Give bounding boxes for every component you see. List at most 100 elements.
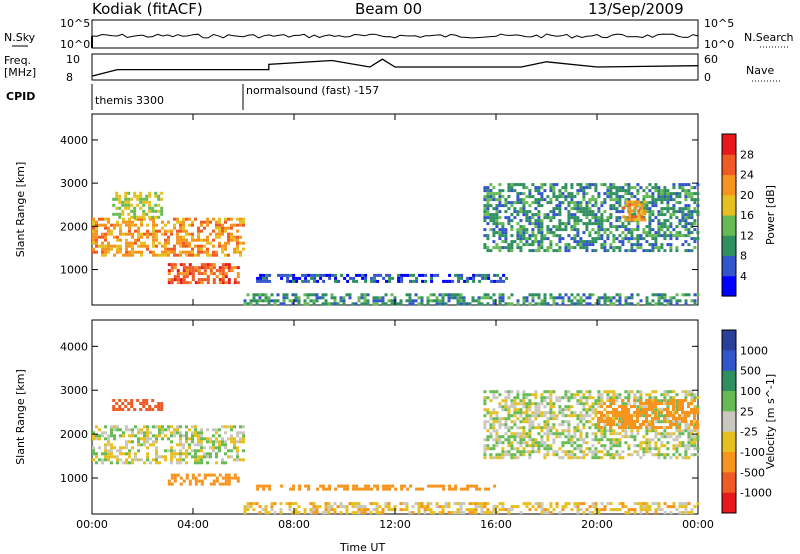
data-cell	[648, 222, 652, 226]
data-cell	[612, 444, 616, 448]
data-cell	[115, 408, 119, 411]
data-cell	[315, 296, 319, 300]
data-cell	[227, 425, 230, 429]
data-cell	[642, 411, 645, 414]
data-cell	[125, 232, 128, 236]
data-cell	[597, 456, 601, 460]
data-cell	[167, 229, 170, 233]
data-cell	[582, 195, 586, 199]
data-cell	[128, 250, 131, 254]
data-cell	[585, 225, 589, 229]
data-cell	[157, 194, 161, 198]
data-cell	[567, 210, 571, 214]
data-cell	[131, 220, 134, 224]
data-cell	[375, 296, 379, 300]
data-cell	[110, 446, 113, 450]
data-cell	[684, 508, 688, 512]
data-cell	[627, 511, 631, 515]
data-cell	[134, 217, 137, 221]
data-cell	[95, 455, 98, 459]
data-cell	[212, 266, 216, 270]
data-cell	[507, 411, 511, 415]
data-cell	[633, 450, 637, 454]
data-cell	[624, 249, 628, 253]
data-cell	[104, 452, 107, 456]
data-cell	[540, 426, 544, 430]
data-cell	[441, 302, 445, 306]
data-cell	[460, 276, 464, 280]
data-cell	[191, 473, 195, 477]
colorbar-swatch	[722, 275, 736, 297]
data-cell	[672, 228, 676, 232]
data-cell	[441, 299, 445, 303]
data-cell	[252, 296, 256, 300]
data-cell	[224, 425, 227, 429]
data-cell	[663, 453, 667, 457]
data-cell	[657, 426, 660, 429]
data-cell	[561, 195, 565, 199]
data-cell	[612, 390, 616, 394]
data-cell	[552, 213, 556, 217]
data-cell	[492, 299, 496, 303]
data-cell	[301, 279, 305, 283]
data-cell	[411, 505, 415, 509]
data-cell	[531, 293, 535, 297]
data-cell	[603, 302, 607, 306]
data-cell	[116, 223, 119, 227]
data-cell	[495, 505, 499, 509]
data-cell	[540, 186, 544, 190]
data-cell	[104, 238, 107, 242]
data-cell	[399, 302, 403, 306]
data-cell	[558, 246, 562, 250]
data-cell	[474, 511, 478, 515]
data-cell	[576, 207, 580, 211]
data-cell	[197, 229, 200, 233]
data-cell	[486, 237, 490, 241]
data-cell	[675, 249, 679, 253]
data-cell	[498, 234, 502, 238]
data-cell	[133, 194, 137, 198]
data-cell	[227, 437, 230, 441]
data-cell	[639, 399, 642, 402]
y-tick-label: 1000	[60, 264, 88, 277]
data-cell	[576, 438, 580, 442]
data-cell	[666, 399, 670, 403]
data-cell	[382, 484, 386, 488]
data-cell	[501, 246, 505, 250]
data-cell	[609, 296, 613, 300]
data-cell	[182, 217, 185, 221]
data-cell	[312, 302, 316, 306]
data-cell	[498, 195, 502, 199]
data-cell	[552, 432, 556, 436]
data-cell	[504, 508, 508, 512]
data-cell	[606, 393, 610, 397]
data-cell	[627, 396, 631, 400]
data-cell	[591, 293, 595, 297]
data-cell	[573, 411, 577, 415]
data-cell	[492, 293, 496, 297]
data-cell	[669, 222, 673, 226]
data-cell	[631, 203, 635, 207]
colorbar-tick-label: -25	[740, 426, 758, 439]
data-cell	[146, 431, 149, 435]
data-cell	[666, 432, 670, 436]
data-cell	[280, 484, 284, 488]
data-cell	[128, 428, 131, 432]
data-cell	[127, 200, 131, 204]
data-cell	[582, 207, 586, 211]
data-cell	[98, 244, 101, 248]
data-cell	[516, 299, 520, 303]
data-cell	[348, 293, 352, 297]
data-cell	[236, 247, 239, 251]
data-cell	[134, 223, 137, 227]
data-cell	[110, 449, 113, 453]
data-cell	[206, 241, 209, 245]
data-cell	[567, 414, 571, 418]
data-cell	[579, 219, 583, 223]
data-cell	[151, 206, 155, 210]
data-cell	[185, 434, 188, 438]
data-cell	[525, 411, 529, 415]
data-cell	[375, 511, 379, 515]
data-cell	[600, 432, 604, 436]
